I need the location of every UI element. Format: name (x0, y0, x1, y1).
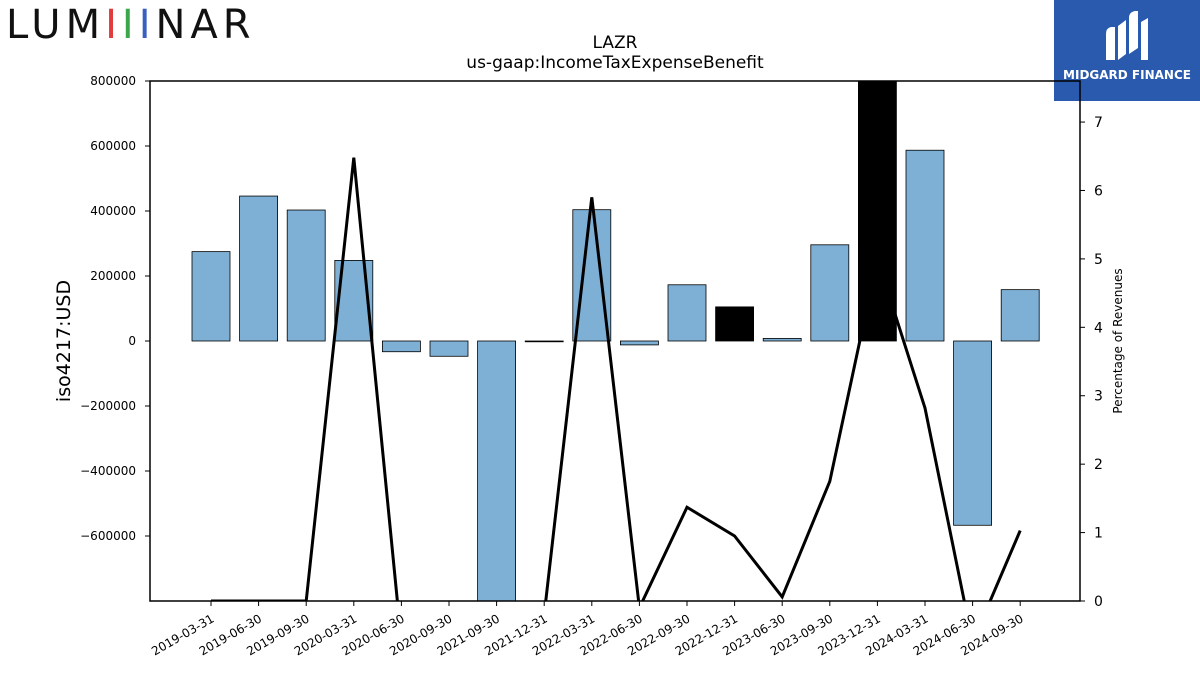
bar-2020-09-30 (429, 340, 469, 357)
y-tick-label: 200000 (90, 269, 136, 283)
y-tick-label: 800000 (90, 74, 136, 88)
y-axis-right: 0 1 2 3 4 5 6 7 (1080, 115, 1103, 610)
y-axis-left: −600000 −400000 −200000 0 200000 400000 600000… (80, 74, 150, 543)
y-axis-label-left: iso4217:USD (53, 280, 75, 402)
bar-2024-06-30 (953, 340, 992, 526)
y-axis-label-right: Percentage of Revenues (1111, 268, 1125, 413)
y-right-tick-label: 1 (1094, 526, 1103, 542)
y-right-tick-label: 4 (1094, 320, 1103, 336)
line-segment-1 (544, 197, 1022, 601)
bar-2019-06-30 (239, 195, 279, 342)
y-tick-label: 0 (128, 334, 136, 348)
bar-2024-09-30 (1000, 289, 1040, 342)
x-axis: 2019-03-312019-06-302019-09-302020-03-31… (149, 601, 1026, 658)
bar-2022-09-30 (667, 284, 707, 342)
midgard-finance-label: MIDGARD FINANCE (1063, 68, 1191, 82)
y-tick-label: −400000 (80, 464, 136, 478)
line-series (211, 157, 1022, 601)
bar-2020-06-30 (381, 340, 421, 353)
bar-series (191, 81, 1040, 601)
y-right-tick-label: 3 (1094, 389, 1103, 405)
y-tick-label: −200000 (80, 399, 136, 413)
y-right-tick-label: 5 (1094, 252, 1103, 268)
chart-title: LAZR (593, 33, 638, 53)
y-right-tick-label: 6 (1094, 183, 1103, 199)
y-right-tick-label: 2 (1094, 457, 1103, 473)
bar-2024-03-31 (905, 149, 945, 342)
luminar-logo: LUMIIINAR (6, 2, 256, 48)
bar-2019-03-31 (191, 251, 231, 342)
midgard-mark-icon (1106, 11, 1148, 60)
bar-2019-09-30 (286, 209, 326, 342)
bar-2022-12-31 (715, 306, 754, 342)
bar-2021-09-30 (477, 340, 517, 601)
y-tick-label: 600000 (90, 139, 136, 153)
bar-2022-06-30 (620, 340, 659, 346)
y-tick-label: 400000 (90, 204, 136, 218)
bar-2023-12-31 (858, 81, 897, 342)
bar-2023-06-30 (762, 337, 802, 342)
bar-2021-12-31 (524, 340, 564, 343)
chart-subtitle: us-gaap:IncomeTaxExpenseBenefit (466, 53, 764, 73)
y-right-tick-label: 0 (1094, 594, 1103, 610)
bar-2023-09-30 (810, 244, 850, 342)
midgard-finance-logo: MIDGARD FINANCE (1054, 0, 1200, 101)
line-segment-0 (211, 157, 399, 601)
y-right-tick-label: 7 (1094, 115, 1103, 131)
y-tick-label: −600000 (80, 529, 136, 543)
